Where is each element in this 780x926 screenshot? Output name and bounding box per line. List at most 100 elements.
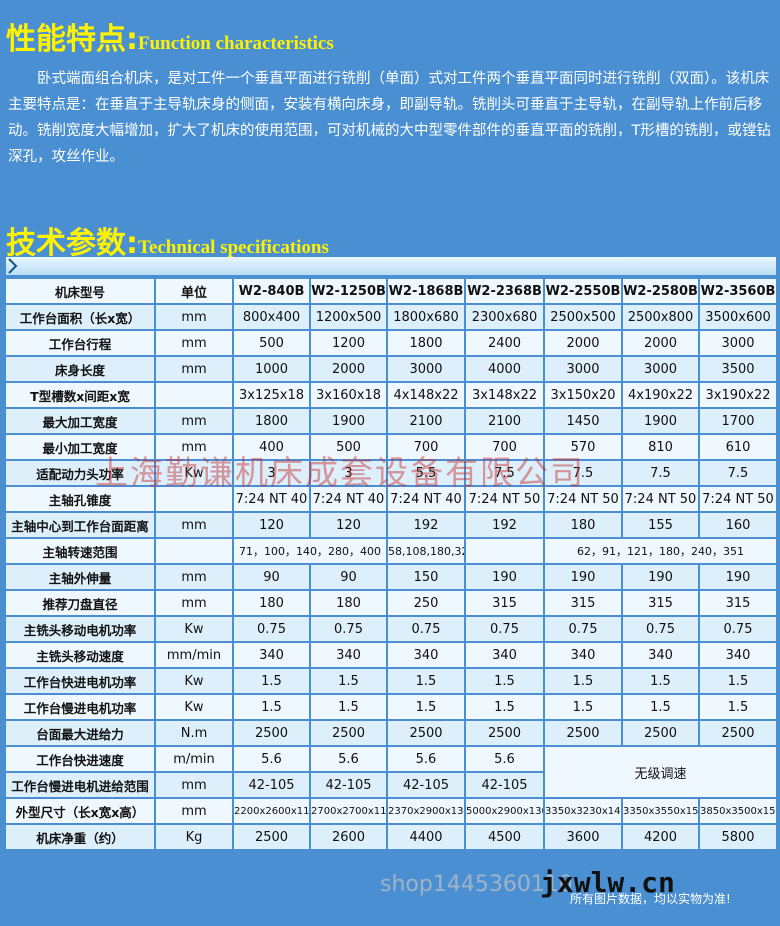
unit-cell: N.m bbox=[154, 719, 234, 747]
empty-cell bbox=[464, 537, 545, 565]
heading-en: Function characteristics bbox=[138, 33, 334, 54]
row-label: 推荐刀盘直径 bbox=[4, 589, 156, 617]
row-label: 主铣头移动速度 bbox=[4, 641, 156, 669]
value-cell: 1000 bbox=[232, 355, 311, 383]
spec-row: 床身长度 mm 1000 2000 3000 4000 3000 3000 3500 bbox=[4, 355, 778, 383]
unit-cell: Kw bbox=[154, 667, 234, 695]
spec-table: 机床型号 单位 W2-840B W2-1250B W2-1868B W2-2368B W2-… bbox=[4, 277, 778, 851]
spec-row: 工作台慢进电机进给范围 mm 42-105 42-105 42-105 42-105 bbox=[4, 771, 777, 799]
value-cell: 3000 bbox=[543, 355, 623, 383]
row-label: 机床净重（约） bbox=[4, 823, 156, 851]
value-cell: 2500 bbox=[386, 719, 466, 747]
value-cell: 340 bbox=[309, 641, 388, 669]
heading-en: Technical specifications bbox=[138, 237, 329, 258]
unit-cell: mm bbox=[154, 797, 234, 825]
value-cell: 42-105 bbox=[386, 771, 466, 799]
row-label: 工作台慢进电机进给范围 bbox=[4, 771, 156, 799]
value-cell: 810 bbox=[621, 433, 700, 461]
spec-row: 最小加工宽度 mm 400 500 700 700 570 810 610 bbox=[4, 433, 778, 461]
value-cell: 570 bbox=[543, 433, 623, 461]
value-cell: 2500 bbox=[464, 719, 545, 747]
row-label: 最大加工宽度 bbox=[4, 407, 156, 435]
header-cell: W2-2550B bbox=[543, 277, 623, 305]
value-cell: 1200 bbox=[309, 329, 388, 357]
value-cell: 190 bbox=[698, 563, 778, 591]
value-cell: 2500 bbox=[621, 719, 700, 747]
spec-row: 台面最大进给力 N.m 2500 2500 2500 2500 2500 2500 2500 bbox=[4, 719, 778, 747]
unit-cell bbox=[154, 485, 234, 513]
value-cell: 1800 bbox=[232, 407, 311, 435]
spec-row: T型槽数x间距x宽 3x125x18 3x160x18 4x148x22 3x148x2… bbox=[4, 381, 778, 409]
value-cell: 1900 bbox=[309, 407, 388, 435]
value-cell: 58,108,180,322 bbox=[386, 537, 466, 565]
value-cell: 2100 bbox=[464, 407, 545, 435]
value-cell: 3600 bbox=[543, 823, 623, 851]
value-cell: 192 bbox=[386, 511, 466, 539]
value-cell: 2370x2900x1300 bbox=[386, 797, 466, 825]
value-cell: 1.5 bbox=[464, 693, 545, 721]
unit-cell bbox=[154, 381, 234, 409]
value-cell: 42-105 bbox=[464, 771, 545, 799]
row-label: 工作台面积（长x宽） bbox=[4, 303, 156, 331]
value-cell: 7:24 NT 40 bbox=[386, 485, 466, 513]
spec-row: 工作台快进速度 m/min 5.6 5.6 5.6 5.6 无级调速 bbox=[4, 745, 778, 799]
table-top-bar bbox=[6, 257, 776, 275]
value-cell: 1.5 bbox=[621, 667, 700, 695]
value-cell: 1.5 bbox=[232, 667, 311, 695]
value-cell: 1.5 bbox=[698, 667, 778, 695]
value-cell: 3000 bbox=[386, 355, 466, 383]
value-cell: 3x148x22 bbox=[464, 381, 545, 409]
value-cell: 1.5 bbox=[386, 667, 466, 695]
value-cell: 340 bbox=[621, 641, 700, 669]
value-cell: 62，91，121，180，240，351 bbox=[543, 537, 778, 565]
spec-row: 适配动力头功率 Kw 3 3 5.5 7.5 7.5 7.5 7.5 bbox=[4, 459, 778, 487]
value-cell: 340 bbox=[464, 641, 545, 669]
spec-row: 主铣头移动电机功率 Kw 0.75 0.75 0.75 0.75 0.75 0.75 0.75 bbox=[4, 615, 778, 643]
value-cell: 42-105 bbox=[232, 771, 311, 799]
value-cell: 3x150x20 bbox=[543, 381, 623, 409]
spec-row: 主轴孔锥度 7:24 NT 40 7:24 NT 40 7:24 NT 40 7:24 … bbox=[4, 485, 778, 513]
value-cell: 1.5 bbox=[386, 693, 466, 721]
row-label: 主轴孔锥度 bbox=[4, 485, 156, 513]
value-cell: 5.6 bbox=[232, 745, 311, 773]
value-cell: 180 bbox=[543, 511, 623, 539]
header-cell: W2-3560B bbox=[698, 277, 778, 305]
unit-cell: Kw bbox=[154, 615, 234, 643]
value-cell: 3 bbox=[232, 459, 311, 487]
header-cell: W2-1868B bbox=[386, 277, 466, 305]
value-cell: 4200 bbox=[621, 823, 700, 851]
value-cell: 400 bbox=[232, 433, 311, 461]
value-cell: 315 bbox=[621, 589, 700, 617]
value-cell: 4x148x22 bbox=[386, 381, 466, 409]
value-cell: 7:24 NT 40 bbox=[232, 485, 311, 513]
value-cell: 5000x2900x1300 bbox=[464, 797, 545, 825]
value-cell: 3500x600 bbox=[698, 303, 778, 331]
value-cell: 7.5 bbox=[464, 459, 545, 487]
value-cell: 1800 bbox=[386, 329, 466, 357]
value-cell: 0.75 bbox=[232, 615, 311, 643]
spec-row: 主铣头移动速度 mm/min 340 340 340 340 340 340 340 bbox=[4, 641, 778, 669]
value-cell: 3000 bbox=[698, 329, 778, 357]
value-cell: 5800 bbox=[698, 823, 778, 851]
value-cell: 2500 bbox=[232, 719, 311, 747]
heading-cn: 性能特点: bbox=[6, 22, 138, 57]
unit-cell: mm bbox=[154, 407, 234, 435]
value-cell: 4x190x22 bbox=[621, 381, 700, 409]
value-cell: 1.5 bbox=[698, 693, 778, 721]
row-label: 工作台慢进电机功率 bbox=[4, 693, 156, 721]
spec-row: 工作台面积（长x宽） mm 800x400 1200x500 1800x680 2300x… bbox=[4, 303, 778, 331]
value-cell: 1450 bbox=[543, 407, 623, 435]
value-cell: 0.75 bbox=[621, 615, 700, 643]
unit-cell: mm bbox=[154, 303, 234, 331]
row-label: 主铣头移动电机功率 bbox=[4, 615, 156, 643]
value-cell: 0.75 bbox=[464, 615, 545, 643]
value-cell: 无级调速 bbox=[543, 745, 778, 799]
value-cell: 7:24 NT 50 bbox=[621, 485, 700, 513]
unit-cell: mm bbox=[154, 329, 234, 357]
value-cell: 192 bbox=[464, 511, 545, 539]
spec-row: 最大加工宽度 mm 1800 1900 2100 2100 1450 1900 1700 bbox=[4, 407, 778, 435]
value-cell: 2400 bbox=[464, 329, 545, 357]
value-cell: 2100 bbox=[386, 407, 466, 435]
